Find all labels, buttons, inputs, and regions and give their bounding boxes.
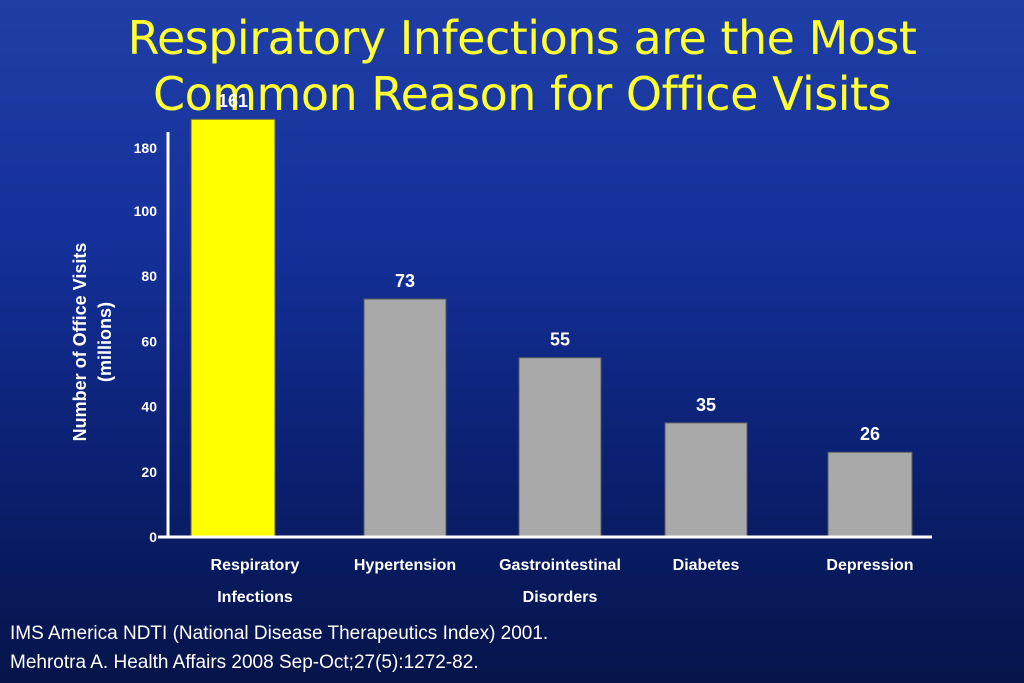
bar [827,451,913,538]
citation-line-2: Mehrotra A. Health Affairs 2008 Sep-Oct;… [10,652,479,673]
category-labels: Respiratory Infections Hypertension Gastroi… [211,557,914,606]
x-category-label: Gastrointestinal [499,557,621,574]
slide-title-line-1: Respiratory Infections are the Most [127,11,917,65]
bar-value-label: 35 [696,395,716,415]
slide-title-line-2: Common Reason for Office Visits [152,67,892,121]
citation-line-1: IMS America NDTI (National Disease Thera… [10,623,549,644]
bars [190,118,913,538]
bar-value-label: 161 [218,91,248,111]
y-tick-label: 20 [141,464,157,480]
y-axis-ticks: 0 20 40 60 80 100 180 [134,140,158,545]
bar [664,422,748,538]
bar [363,298,447,538]
y-tick-label: 80 [141,268,157,284]
citation: IMS America NDTI (National Disease Thera… [10,619,548,677]
bar [518,357,602,538]
y-axis-label-line-1: Number of Office Visits [70,243,90,442]
value-labels: 161 73 55 35 26 [218,91,880,444]
y-tick-label: 100 [134,203,158,219]
y-axis-label-line-2: (millions) [95,302,115,382]
slide-title: Respiratory Infections are the Most Comm… [0,10,1024,122]
x-category-label: Hypertension [354,557,456,574]
bar [190,118,276,538]
y-tick-label: 40 [141,399,157,415]
x-category-label: Respiratory [211,557,300,574]
y-tick-label: 180 [134,140,158,156]
y-tick-label: 60 [141,333,157,349]
x-category-label: Depression [826,557,913,574]
bar-value-label: 73 [395,271,415,291]
x-category-label: Infections [217,589,293,606]
bar-value-label: 55 [550,330,570,350]
x-category-label: Disorders [523,589,598,606]
y-tick-label: 0 [149,529,157,545]
bar-value-label: 26 [860,424,880,444]
x-category-label: Diabetes [673,557,740,574]
